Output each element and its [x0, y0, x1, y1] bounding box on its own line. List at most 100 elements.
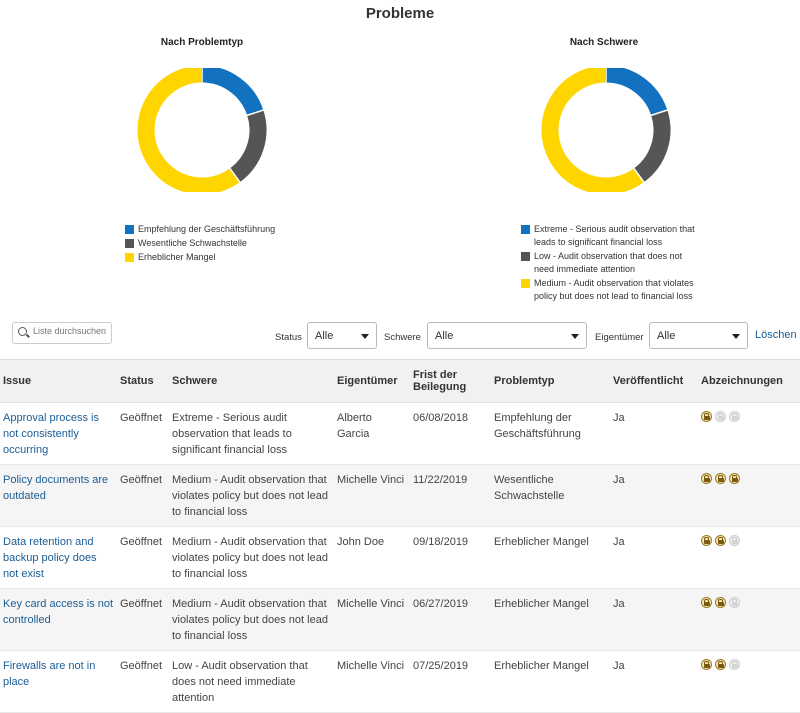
lock-icon[interactable] — [701, 659, 712, 670]
issue-cell: Firewalls are not in place — [0, 650, 117, 713]
slice-separator — [632, 167, 646, 184]
lock-icon[interactable] — [701, 535, 712, 546]
lock-icon[interactable] — [715, 473, 726, 484]
published-cell: Ja — [610, 526, 698, 589]
status-cell: Geöffnet — [117, 526, 169, 589]
lock-icon[interactable] — [729, 535, 740, 546]
legend-swatch — [521, 279, 530, 288]
issue-link[interactable]: Approval process is not consistently occ… — [3, 412, 99, 456]
status-filter-value: Alle — [315, 330, 334, 342]
lock-icon[interactable] — [729, 597, 740, 608]
chevron-down-icon — [571, 334, 579, 339]
chevron-down-icon — [732, 334, 740, 339]
issue-cell: Key card access is not controlled — [0, 588, 117, 651]
column-header-issue[interactable]: Issue — [0, 359, 117, 403]
search-input[interactable] — [33, 326, 111, 336]
lock-icon[interactable] — [729, 411, 740, 422]
issue-cell: Policy documents are outdated — [0, 464, 117, 527]
lock-icon[interactable] — [715, 659, 726, 670]
severity-cell: Medium - Audit observation that violates… — [169, 588, 334, 651]
legend-label: Low - Audit observation that does not ne… — [534, 251, 683, 274]
issue-cell: Data retention and backup policy does no… — [0, 526, 117, 589]
issue-link[interactable]: Key card access is not controlled — [3, 598, 114, 626]
slice-separator — [649, 109, 669, 117]
signoffs-cell — [698, 650, 800, 713]
column-header-published[interactable]: Veröffentlicht — [610, 359, 698, 403]
status-cell: Geöffnet — [117, 402, 169, 465]
legend-item[interactable]: Erheblicher Mangel — [125, 251, 315, 264]
column-header-due-date[interactable]: Frist der Beilegung — [410, 359, 491, 403]
donut-chart-problem-type — [137, 68, 267, 192]
legend-item[interactable]: Medium - Audit observation that violates… — [521, 277, 701, 303]
severity-cell: Medium - Audit observation that violates… — [169, 464, 334, 527]
chart-title-problem-type: Nach Problemtyp — [160, 37, 244, 48]
status-cell: Geöffnet — [117, 650, 169, 713]
column-header-problem-type[interactable]: Problemtyp — [491, 359, 610, 403]
legend-item[interactable]: Low - Audit observation that does not ne… — [521, 250, 701, 276]
owner-filter-label: Eigentümer — [595, 332, 644, 343]
legend-swatch — [125, 253, 134, 262]
donut-slice[interactable] — [541, 68, 644, 192]
legend-severity: Extreme - Serious audit observation that… — [521, 223, 701, 304]
clear-filters-link[interactable]: Löschen — [755, 329, 797, 341]
legend-label: Wesentliche Schwachstelle — [138, 238, 247, 248]
problem-type-cell: Empfehlung der Geschäftsführung — [491, 402, 610, 465]
status-filter-label: Status — [275, 332, 302, 343]
legend-item[interactable]: Wesentliche Schwachstelle — [125, 237, 315, 250]
search-box[interactable] — [12, 322, 112, 344]
signoffs-cell — [698, 588, 800, 651]
due-date-cell: 07/25/2019 — [410, 650, 491, 713]
donut-slice[interactable] — [633, 110, 671, 183]
chevron-down-icon — [361, 334, 369, 339]
owner-cell: Michelle Vinci — [334, 464, 410, 527]
problem-type-cell: Wesentliche Schwachstelle — [491, 464, 610, 527]
issue-link[interactable]: Policy documents are outdated — [3, 474, 109, 502]
owner-filter-value: Alle — [657, 330, 676, 342]
severity-filter-value: Alle — [435, 330, 454, 342]
legend-item[interactable]: Extreme - Serious audit observation that… — [521, 223, 701, 249]
severity-filter-select[interactable]: Alle — [427, 322, 587, 349]
legend-swatch — [125, 225, 134, 234]
owner-filter-select[interactable]: Alle — [649, 322, 748, 349]
legend-problem-type: Empfehlung der Geschäftsführung Wesentlic… — [125, 223, 315, 265]
donut-slice[interactable] — [137, 68, 240, 192]
column-header-signoffs[interactable]: Abzeichnungen — [698, 359, 800, 403]
table-row: Data retention and backup policy does no… — [0, 526, 800, 589]
search-icon — [18, 327, 27, 336]
severity-cell: Extreme - Serious audit observation that… — [169, 402, 334, 465]
signoffs-cell — [698, 402, 800, 465]
donut-slice[interactable] — [229, 110, 267, 183]
lock-icon[interactable] — [729, 473, 740, 484]
table-header-row: Issue Status Schwere Eigentümer Frist de… — [0, 359, 800, 403]
chart-title-severity: Nach Schwere — [569, 37, 639, 48]
lock-icon[interactable] — [701, 473, 712, 484]
page-title: Probleme — [365, 5, 435, 22]
due-date-cell: 06/08/2018 — [410, 402, 491, 465]
status-filter-select[interactable]: Alle — [307, 322, 377, 349]
lock-icon[interactable] — [715, 535, 726, 546]
lock-icon[interactable] — [715, 597, 726, 608]
due-date-cell: 06/27/2019 — [410, 588, 491, 651]
legend-label: Empfehlung der Geschäftsführung — [138, 224, 276, 234]
legend-label: Medium - Audit observation that violates… — [534, 278, 694, 301]
column-header-severity[interactable]: Schwere — [169, 359, 334, 403]
legend-swatch — [521, 225, 530, 234]
lock-icon[interactable] — [701, 597, 712, 608]
lock-icon[interactable] — [715, 411, 726, 422]
donut-slice[interactable] — [605, 68, 668, 116]
slice-separator — [228, 167, 242, 184]
lock-icon[interactable] — [701, 411, 712, 422]
owner-cell: Michelle Vinci — [334, 588, 410, 651]
table-row: Approval process is not consistently occ… — [0, 402, 800, 465]
column-header-status[interactable]: Status — [117, 359, 169, 403]
issue-link[interactable]: Firewalls are not in place — [3, 660, 96, 688]
issue-link[interactable]: Data retention and backup policy does no… — [3, 536, 97, 580]
owner-cell: John Doe — [334, 526, 410, 589]
lock-icon[interactable] — [729, 659, 740, 670]
column-header-owner[interactable]: Eigentümer — [334, 359, 410, 403]
donut-slice[interactable] — [201, 68, 264, 116]
legend-item[interactable]: Empfehlung der Geschäftsführung — [125, 223, 315, 236]
donut-chart-severity — [541, 68, 671, 192]
published-cell: Ja — [610, 650, 698, 713]
legend-label: Extreme - Serious audit observation that… — [534, 224, 695, 247]
